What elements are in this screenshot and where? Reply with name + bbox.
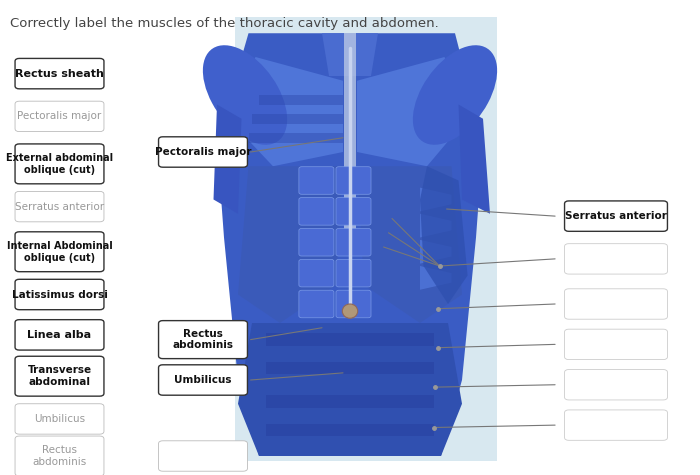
FancyBboxPatch shape <box>336 259 371 287</box>
FancyBboxPatch shape <box>564 289 668 319</box>
FancyBboxPatch shape <box>158 441 248 471</box>
Polygon shape <box>322 33 378 76</box>
Polygon shape <box>344 33 356 238</box>
FancyBboxPatch shape <box>564 370 668 400</box>
Polygon shape <box>259 95 343 104</box>
Text: Rectus sheath: Rectus sheath <box>15 68 104 79</box>
FancyBboxPatch shape <box>15 101 104 132</box>
Text: External abdominal
oblique (cut): External abdominal oblique (cut) <box>6 153 113 175</box>
Text: Internal Abdominal
oblique (cut): Internal Abdominal oblique (cut) <box>6 241 113 263</box>
FancyBboxPatch shape <box>564 329 668 360</box>
Polygon shape <box>252 114 343 124</box>
FancyBboxPatch shape <box>336 290 371 318</box>
FancyBboxPatch shape <box>336 228 371 256</box>
Polygon shape <box>214 104 242 214</box>
Text: Correctly label the muscles of the thoracic cavity and abdomen.: Correctly label the muscles of the thora… <box>10 17 440 29</box>
Polygon shape <box>266 333 434 346</box>
Polygon shape <box>248 133 343 142</box>
Polygon shape <box>238 166 343 323</box>
FancyBboxPatch shape <box>299 290 334 318</box>
Polygon shape <box>420 240 452 264</box>
FancyBboxPatch shape <box>299 198 334 225</box>
FancyBboxPatch shape <box>158 137 248 167</box>
FancyBboxPatch shape <box>336 198 371 225</box>
FancyBboxPatch shape <box>15 436 104 475</box>
Polygon shape <box>238 323 462 456</box>
FancyBboxPatch shape <box>234 17 497 461</box>
Ellipse shape <box>342 304 358 318</box>
Text: Pectoralis major: Pectoralis major <box>155 147 251 157</box>
FancyBboxPatch shape <box>564 244 668 274</box>
Text: Umbilicus: Umbilicus <box>174 375 232 385</box>
FancyBboxPatch shape <box>15 232 104 272</box>
Polygon shape <box>458 104 490 214</box>
Text: Pectoralis major: Pectoralis major <box>18 111 102 122</box>
Polygon shape <box>420 166 468 304</box>
FancyBboxPatch shape <box>299 228 334 256</box>
Text: Linea alba: Linea alba <box>27 330 92 340</box>
Polygon shape <box>420 266 452 290</box>
Polygon shape <box>217 33 483 456</box>
Text: Serratus anterior: Serratus anterior <box>565 211 667 221</box>
Text: Umbilicus: Umbilicus <box>34 414 85 424</box>
FancyBboxPatch shape <box>15 320 104 350</box>
Polygon shape <box>266 362 434 374</box>
FancyBboxPatch shape <box>564 201 668 231</box>
Polygon shape <box>420 188 452 211</box>
FancyBboxPatch shape <box>299 167 334 194</box>
FancyBboxPatch shape <box>15 404 104 434</box>
FancyBboxPatch shape <box>15 279 104 310</box>
Ellipse shape <box>203 45 287 145</box>
FancyBboxPatch shape <box>564 410 668 440</box>
Polygon shape <box>266 424 434 436</box>
FancyBboxPatch shape <box>15 58 104 89</box>
FancyBboxPatch shape <box>158 365 248 395</box>
Polygon shape <box>420 214 452 238</box>
FancyBboxPatch shape <box>15 144 104 184</box>
Polygon shape <box>357 57 458 166</box>
Text: Transverse
abdominal: Transverse abdominal <box>27 365 92 387</box>
Polygon shape <box>357 166 462 323</box>
FancyBboxPatch shape <box>299 259 334 287</box>
FancyBboxPatch shape <box>15 191 104 222</box>
Ellipse shape <box>413 45 497 145</box>
Polygon shape <box>266 395 434 408</box>
FancyBboxPatch shape <box>336 167 371 194</box>
Text: Rectus
abdominis: Rectus abdominis <box>172 329 234 351</box>
Polygon shape <box>238 57 343 166</box>
Text: Rectus
abdominis: Rectus abdominis <box>32 445 87 467</box>
Text: Serratus anterior: Serratus anterior <box>15 201 104 212</box>
FancyBboxPatch shape <box>158 321 248 359</box>
Text: Latissimus dorsi: Latissimus dorsi <box>12 289 107 300</box>
FancyBboxPatch shape <box>15 356 104 396</box>
